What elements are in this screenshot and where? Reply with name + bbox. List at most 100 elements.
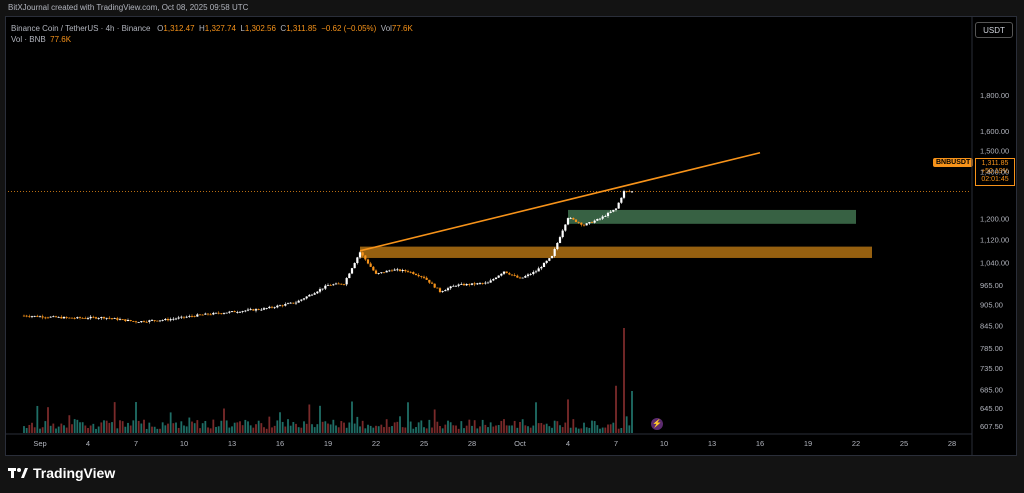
candle: [206, 313, 210, 315]
volume-bar: [612, 422, 615, 433]
volume-bar: [495, 425, 497, 433]
candle: [153, 320, 156, 322]
volume-bar: [337, 427, 340, 433]
volume-bar: [345, 427, 348, 433]
volume-bar: [607, 424, 609, 433]
x-tick-label: 7: [614, 439, 618, 448]
volume-bar: [436, 421, 439, 433]
candle: [620, 197, 623, 203]
chart-frame[interactable]: [5, 16, 1017, 456]
volume-bar: [92, 423, 95, 433]
x-tick-label: 28: [948, 439, 956, 448]
candle: [337, 283, 340, 285]
candle: [401, 270, 404, 271]
candle: [33, 315, 36, 317]
volume-bar: [521, 419, 524, 433]
x-tick-label: 25: [420, 439, 428, 448]
volume-bar: [105, 420, 108, 433]
volume-bar: [545, 423, 548, 433]
candle: [468, 283, 471, 285]
candle: [561, 230, 564, 238]
volume-bar: [324, 421, 327, 433]
y-tick-label: 845.00: [980, 322, 1003, 331]
candle: [318, 289, 322, 292]
candle: [132, 320, 135, 322]
volume-bar: [129, 425, 132, 433]
candle: [28, 316, 31, 318]
candle: [390, 270, 394, 272]
volume-bar: [369, 425, 372, 433]
candle: [89, 316, 92, 319]
candle: [342, 284, 346, 286]
candle: [177, 317, 180, 319]
currency-button[interactable]: USDT: [975, 22, 1013, 38]
x-tick-label: 13: [228, 439, 236, 448]
volume-bar: [108, 422, 111, 433]
candle: [62, 317, 66, 319]
candle: [326, 285, 330, 286]
candle: [116, 318, 119, 320]
volume-bar: [52, 423, 55, 433]
candle: [252, 309, 255, 311]
volume-bar: [561, 427, 564, 433]
volume-bar: [484, 424, 487, 433]
volume-legend[interactable]: Vol · BNB 77.6K: [11, 35, 71, 44]
volume-bar: [241, 425, 244, 433]
volume-bar: [255, 424, 257, 433]
volume-bar: [460, 421, 463, 433]
y-tick-label: 1,500.00: [980, 147, 1009, 156]
volume-bar: [431, 427, 433, 433]
volume-bar: [257, 420, 260, 433]
volume-bar: [444, 424, 447, 433]
candle: [550, 255, 554, 259]
candle: [524, 276, 527, 278]
candle: [564, 224, 567, 231]
candle: [454, 285, 458, 287]
lightning-icon[interactable]: ⚡: [651, 418, 663, 430]
volume-bar: [287, 419, 289, 433]
candle: [625, 191, 628, 192]
symbol-line[interactable]: Binance Coin / TetherUS · 4h · Binance: [11, 24, 151, 33]
x-tick-label: 16: [276, 439, 284, 448]
volume-bar: [404, 427, 407, 433]
tradingview-logo[interactable]: TradingView: [8, 464, 115, 482]
volume-bar: [313, 427, 316, 433]
volume-bar: [559, 425, 561, 433]
candle: [30, 316, 34, 318]
volume-bar: [631, 391, 633, 433]
volume-bar: [319, 405, 321, 433]
low-label: L: [240, 24, 245, 33]
candle: [204, 313, 207, 315]
candle: [412, 272, 415, 275]
candle: [500, 273, 503, 276]
volume-bar: [572, 419, 575, 433]
volume-bar: [465, 425, 468, 433]
volume-bar: [49, 425, 52, 433]
candle: [265, 308, 268, 309]
candle: [300, 299, 303, 301]
volume-bar: [185, 426, 188, 433]
volume-bar: [481, 419, 484, 433]
volume-bar: [183, 425, 185, 433]
volume-bar: [271, 427, 273, 433]
candle: [86, 318, 90, 320]
volume-legend-label: Vol · BNB: [11, 35, 46, 44]
volume-bar: [127, 422, 129, 433]
candle: [374, 270, 378, 274]
candle: [329, 285, 332, 286]
candle: [268, 306, 271, 309]
candle: [110, 318, 114, 320]
candle: [102, 317, 106, 319]
volume-bar: [585, 427, 588, 433]
candle: [350, 268, 354, 274]
candle: [289, 302, 292, 304]
y-tick-label: 905.00: [980, 301, 1003, 310]
volume-bar: [100, 422, 103, 433]
candle: [249, 309, 252, 311]
candle: [44, 317, 47, 319]
volume-bar: [124, 426, 127, 433]
volume-bar: [143, 419, 145, 433]
volume-bar: [225, 420, 228, 433]
volume-bar: [65, 427, 68, 433]
